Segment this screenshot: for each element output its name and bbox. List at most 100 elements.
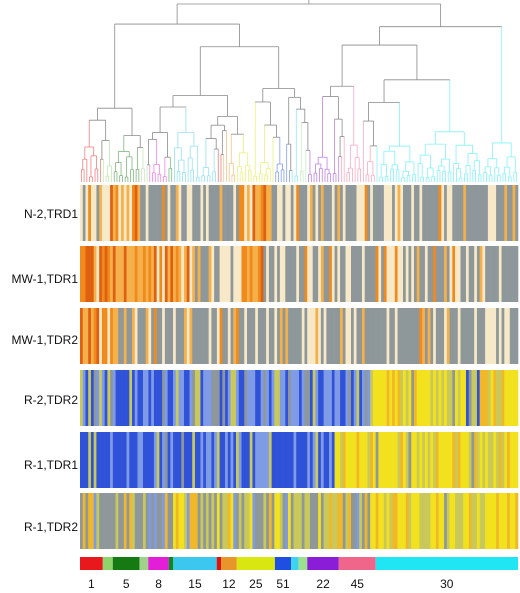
dendrogram-link [402, 170, 409, 178]
dendrogram-link [424, 143, 446, 160]
heatmap-cell [490, 185, 494, 241]
heatmap-cell [334, 432, 338, 488]
heatmap-cell [266, 370, 270, 426]
heatmap-cell [356, 185, 360, 241]
dendrogram-link [456, 168, 461, 182]
heatmap-cell [392, 185, 396, 241]
heatmap-cell [159, 185, 163, 241]
heatmap-cell [353, 432, 357, 488]
heatmap-cell [378, 185, 382, 241]
heatmap-cell [482, 493, 486, 549]
heatmap-cell [208, 185, 212, 241]
heatmap-cell [427, 308, 431, 364]
heatmap-cell [320, 185, 324, 241]
heatmap-cell [296, 432, 300, 488]
heatmap-cell [274, 493, 278, 549]
heatmap-cell [485, 370, 489, 426]
heatmap-cell [323, 185, 327, 241]
heatmap-cell [142, 308, 146, 364]
heatmap-cell [381, 432, 385, 488]
heatmap-cell [381, 493, 385, 549]
heatmap-cell [82, 185, 86, 241]
heatmap-cell [348, 308, 352, 364]
heatmap-cell [408, 308, 412, 364]
heatmap-cell [331, 308, 335, 364]
heatmap-cell [400, 185, 404, 241]
heatmap-cell [189, 493, 193, 549]
heatmap-cell [112, 308, 116, 364]
heatmap-cell [515, 308, 519, 364]
heatmap-cell [255, 246, 259, 302]
heatmap-cell [342, 493, 346, 549]
heatmap-cell [493, 432, 497, 488]
heatmap-cell [145, 493, 149, 549]
heatmap-cell [236, 370, 240, 426]
heatmap-cell [123, 246, 127, 302]
heatmap-cell [162, 308, 166, 364]
heatmap-cell [465, 308, 470, 364]
heatmap-cell [118, 246, 122, 302]
heatmap-cell [479, 308, 483, 364]
heatmap-cell [394, 432, 398, 488]
heatmap-cell [236, 246, 240, 302]
heatmap-cell [101, 432, 105, 488]
heatmap-cell [90, 432, 94, 488]
heatmap-cell [230, 246, 234, 302]
heatmap-cell [455, 185, 459, 241]
heatmap-cell [474, 493, 478, 549]
dendrogram-link [472, 170, 476, 182]
heatmap-cell [134, 432, 138, 488]
heatmap-cell [181, 246, 185, 302]
heatmap-cell [397, 185, 401, 241]
heatmap-cell [496, 493, 500, 549]
heatmap-cell [104, 493, 108, 549]
heatmap-cell [304, 308, 308, 364]
heatmap-cell [88, 493, 92, 549]
heatmap-cell [334, 246, 338, 302]
dendrogram-link [319, 168, 323, 182]
heatmap-cell [134, 493, 138, 549]
heatmap-cell [507, 308, 511, 364]
heatmap-cell [197, 246, 201, 302]
heatmap-cell [244, 246, 248, 302]
heatmap-cell [184, 432, 188, 488]
heatmap-cell [96, 493, 100, 549]
heatmap-cell [137, 432, 141, 488]
heatmap-cell [219, 246, 223, 302]
dendrogram-link [190, 169, 195, 182]
heatmap-cell [225, 493, 229, 549]
heatmap-cell [175, 308, 179, 364]
heatmap-cell [446, 308, 450, 364]
heatmap-cell [162, 493, 166, 549]
heatmap-cell [118, 493, 122, 549]
heatmap-cell [288, 432, 292, 488]
heatmap-cell [320, 308, 324, 364]
heatmap-cell [364, 432, 368, 488]
dendrogram-link [178, 159, 185, 173]
heatmap-cell [192, 185, 196, 241]
heatmap-cell [512, 308, 516, 364]
heatmap-cell [487, 185, 491, 241]
heatmap-cell [337, 308, 341, 364]
heatmap-cell [110, 246, 114, 302]
heatmap-cell [509, 246, 513, 302]
heatmap-cell [509, 432, 513, 488]
heatmap-cell [249, 185, 253, 241]
heatmap-cell [104, 185, 108, 241]
heatmap-cell [441, 370, 445, 426]
heatmap-cell [307, 308, 311, 364]
heatmap-cell [419, 185, 423, 241]
heatmap-cell [460, 246, 464, 302]
heatmap-cell [315, 370, 319, 426]
heatmap-cell [446, 432, 450, 488]
row-label: R-1,TDR1 [23, 458, 78, 472]
dendrogram-link [172, 95, 228, 117]
heatmap-cell [134, 185, 138, 241]
heatmap-cell [296, 493, 300, 549]
heatmap-cell [110, 370, 114, 426]
heatmap-cell [173, 185, 177, 241]
heatmap-cell [225, 370, 229, 426]
heatmap-cell [121, 493, 125, 549]
heatmap-cell [173, 370, 177, 426]
heatmap-cell [449, 246, 453, 302]
